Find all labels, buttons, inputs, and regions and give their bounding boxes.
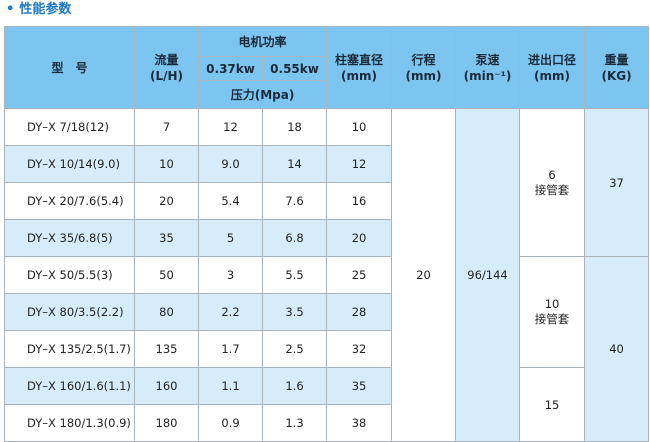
flow-cell: 80 xyxy=(134,293,199,331)
model-cell: DY–X 160/1.6(1.1) xyxy=(4,367,135,405)
section-title: • 性能参数 xyxy=(6,2,72,17)
plunger-cell: 16 xyxy=(326,182,393,220)
flow-cell: 35 xyxy=(134,219,199,257)
pressure-037-cell: 3 xyxy=(198,256,263,294)
header-stroke: 行程 (mm) xyxy=(391,26,457,109)
performance-table: 型 号 流量 (L/H) 电机功率 柱塞直径 (mm) 行程 (mm) 泵速 (min⁻… xyxy=(4,26,650,442)
header-model: 型 号 xyxy=(4,26,135,109)
pressure-055-cell: 14 xyxy=(261,145,328,183)
table-row: DY–X 50/5.5(3) 50 3 5.5 25 10 接管套 40 xyxy=(4,256,650,442)
table-row: DY–X 80/3.5(2.2) 80 2.2 3.5 28 xyxy=(4,293,649,331)
port-cell: 15 xyxy=(519,367,586,442)
header-motor-power: 电机功率 xyxy=(197,26,328,57)
plunger-cell: 35 xyxy=(326,367,393,405)
bullet-icon: • xyxy=(6,2,15,17)
weight-cell: 37 xyxy=(584,108,650,257)
port-cell: 10 接管套 xyxy=(519,256,586,368)
flow-cell: 160 xyxy=(134,367,199,405)
pressure-055-cell: 1.6 xyxy=(261,367,328,405)
table-row: DY–X 7/18(12) 7 12 18 10 20 96/144 6 接管套 3… xyxy=(4,108,650,442)
flow-cell: 135 xyxy=(134,330,199,368)
flow-cell: 20 xyxy=(134,182,199,220)
header-speed: 泵速 (min⁻¹) xyxy=(455,26,521,109)
plunger-cell: 12 xyxy=(326,145,393,183)
table-row: DY–X 180/1.3(0.9) 180 0.9 1.3 38 xyxy=(4,404,649,442)
model-cell: DY–X 180/1.3(0.9) xyxy=(4,404,135,442)
model-cell: DY–X 50/5.5(3) xyxy=(4,256,135,294)
pressure-037-cell: 1.1 xyxy=(198,367,263,405)
pressure-055-cell: 2.5 xyxy=(261,330,328,368)
pressure-037-cell: 1.7 xyxy=(198,330,263,368)
plunger-cell: 10 xyxy=(326,108,393,146)
plunger-cell: 20 xyxy=(326,219,393,257)
pressure-037-cell: 5.4 xyxy=(198,182,263,220)
flow-cell: 10 xyxy=(134,145,199,183)
pressure-037-cell: 2.2 xyxy=(198,293,263,331)
pressure-055-cell: 5.5 xyxy=(261,256,328,294)
table-row: DY–X 10/14(9.0) 10 9.0 14 12 xyxy=(4,145,649,183)
plunger-cell: 32 xyxy=(326,330,393,368)
stroke-cell: 20 xyxy=(391,108,457,442)
plunger-cell: 25 xyxy=(326,256,393,294)
pressure-037-cell: 12 xyxy=(198,108,263,146)
header-plunger: 柱塞直径 (mm) xyxy=(326,26,393,109)
pressure-037-cell: 0.9 xyxy=(198,404,263,442)
model-cell: DY–X 10/14(9.0) xyxy=(4,145,135,183)
pressure-055-cell: 1.3 xyxy=(261,404,328,442)
port-cell: 6 接管套 xyxy=(519,108,586,257)
header-power-037: 0.37kw xyxy=(198,56,263,81)
weight-cell: 40 xyxy=(584,256,650,442)
speed-cell: 96/144 xyxy=(455,108,521,442)
flow-cell: 7 xyxy=(134,108,199,146)
model-cell: DY–X 80/3.5(2.2) xyxy=(4,293,135,331)
model-cell: DY–X 20/7.6(5.4) xyxy=(4,182,135,220)
plunger-cell: 28 xyxy=(326,293,393,331)
model-cell: DY–X 35/6.8(5) xyxy=(4,219,135,257)
pressure-055-cell: 7.6 xyxy=(261,182,328,220)
pressure-037-cell: 9.0 xyxy=(198,145,263,183)
table-row: DY–X 160/1.6(1.1) 160 1.1 1.6 35 15 xyxy=(4,367,649,442)
header-weight: 重量 (KG) xyxy=(584,26,650,109)
header-pressure: 压力(Mpa) xyxy=(197,80,328,109)
flow-cell: 50 xyxy=(134,256,199,294)
pressure-055-cell: 6.8 xyxy=(261,219,328,257)
table-row: DY–X 135/2.5(1.7) 135 1.7 2.5 32 xyxy=(4,330,649,368)
pressure-055-cell: 18 xyxy=(261,108,328,146)
header-port: 进出口径 (mm) xyxy=(519,26,586,109)
model-cell: DY–X 7/18(12) xyxy=(4,108,135,146)
table-row: DY–X 20/7.6(5.4) 20 5.4 7.6 16 xyxy=(4,182,649,220)
plunger-cell: 38 xyxy=(326,404,393,442)
header-flow: 流量 (L/H) xyxy=(134,26,199,109)
pressure-037-cell: 5 xyxy=(198,219,263,257)
pressure-055-cell: 3.5 xyxy=(261,293,328,331)
header-power-055: 0.55kw xyxy=(261,56,328,81)
table-row: DY–X 35/6.8(5) 35 5 6.8 20 xyxy=(4,219,649,257)
flow-cell: 180 xyxy=(134,404,199,442)
model-cell: DY–X 135/2.5(1.7) xyxy=(4,330,135,368)
